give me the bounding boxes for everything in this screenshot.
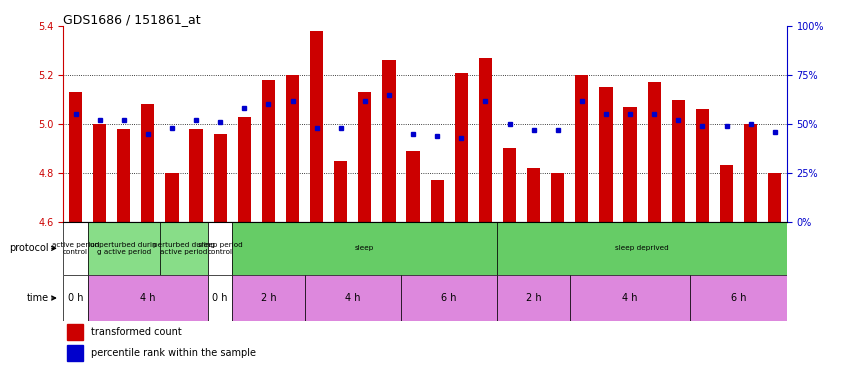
Bar [647, 82, 661, 222]
Bar [401, 275, 497, 321]
Bar [160, 222, 208, 275]
Bar [213, 134, 227, 222]
Bar [527, 168, 541, 222]
Bar [63, 275, 87, 321]
Text: 4 h: 4 h [345, 293, 360, 303]
Bar [232, 275, 305, 321]
Text: 0 h: 0 h [68, 293, 83, 303]
Bar [238, 117, 251, 222]
Bar [87, 222, 160, 275]
Bar [310, 31, 323, 222]
Bar [261, 80, 275, 222]
Bar [117, 129, 130, 222]
Bar [165, 173, 179, 222]
Bar [551, 173, 564, 222]
Text: 4 h: 4 h [623, 293, 638, 303]
Bar [431, 180, 444, 222]
Text: unperturbed durin
g active period: unperturbed durin g active period [91, 242, 157, 255]
Text: 4 h: 4 h [140, 293, 156, 303]
Text: 2 h: 2 h [261, 293, 276, 303]
Bar [744, 124, 757, 222]
Text: protocol: protocol [9, 243, 49, 253]
Bar [690, 275, 787, 321]
Bar [232, 222, 497, 275]
Bar [720, 165, 733, 222]
Bar [479, 58, 492, 222]
Bar [93, 124, 107, 222]
Text: sleep deprived: sleep deprived [615, 245, 669, 251]
Text: 2 h: 2 h [526, 293, 541, 303]
Bar [382, 60, 396, 222]
Bar [69, 92, 82, 222]
Bar [208, 275, 232, 321]
Bar [141, 104, 155, 222]
Bar [208, 222, 232, 275]
Text: 6 h: 6 h [731, 293, 746, 303]
Text: 0 h: 0 h [212, 293, 228, 303]
Bar [454, 73, 468, 222]
Bar [87, 275, 208, 321]
Bar [63, 222, 87, 275]
Text: time: time [27, 293, 49, 303]
Bar [672, 99, 685, 222]
Bar [570, 275, 690, 321]
Bar [67, 324, 83, 340]
Text: sleep: sleep [355, 245, 375, 251]
Text: perturbed during
active period: perturbed during active period [153, 242, 215, 255]
Bar [503, 148, 516, 222]
Bar [334, 160, 348, 222]
Bar [695, 109, 709, 222]
Bar [190, 129, 203, 222]
Bar [406, 151, 420, 222]
Bar [599, 87, 613, 222]
Bar [497, 275, 570, 321]
Text: GDS1686 / 151861_at: GDS1686 / 151861_at [63, 13, 201, 26]
Bar [624, 107, 637, 222]
Text: transformed count: transformed count [91, 327, 182, 337]
Bar [286, 75, 299, 222]
Text: active period
control: active period control [52, 242, 99, 255]
Bar [497, 222, 787, 275]
Bar [575, 75, 589, 222]
Text: percentile rank within the sample: percentile rank within the sample [91, 348, 256, 358]
Bar [768, 173, 782, 222]
Text: sleep period
control: sleep period control [198, 242, 243, 255]
Bar [305, 275, 401, 321]
Bar [358, 92, 371, 222]
Bar [67, 345, 83, 361]
Text: 6 h: 6 h [442, 293, 457, 303]
